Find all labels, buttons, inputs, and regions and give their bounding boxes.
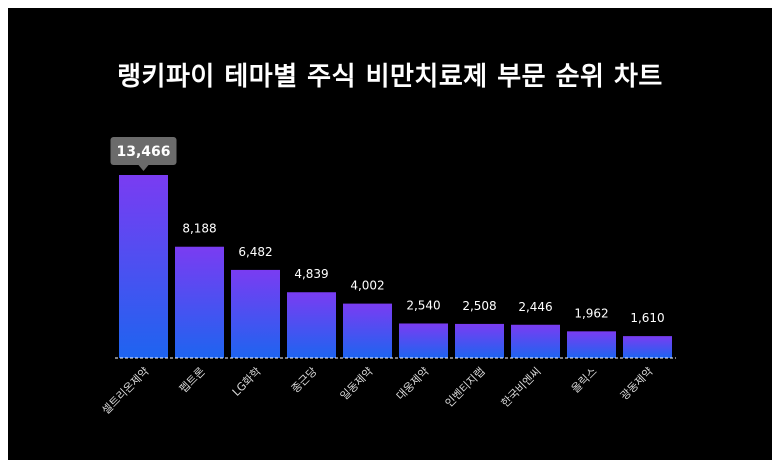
x-tick-labels: 셀트리온제약 펩트론 LG화학 종근당 일동제약 대웅제약 인벤티지랩 한국비엔씨 올릭스 광동제…	[99, 364, 656, 417]
bar-value-label: 4,002	[350, 279, 384, 293]
x-tick-label: 펩트론	[177, 365, 208, 396]
callout-pointer	[138, 165, 149, 171]
x-tick-label: 일동제약	[337, 364, 376, 403]
bar	[511, 324, 560, 358]
x-tick-label: 올릭스	[569, 365, 600, 396]
x-tick-label: 인벤티지랩	[443, 365, 488, 410]
bar-value-label: 13,466	[116, 144, 170, 160]
bar	[175, 246, 224, 358]
bar	[119, 175, 168, 358]
bars-layer	[119, 175, 672, 358]
bar	[343, 303, 392, 358]
x-tick-label: 셀트리온제약	[99, 364, 152, 417]
x-tick-label: 한국비엔씨	[499, 365, 544, 410]
bar	[455, 323, 504, 358]
bar-value-label: 8,188	[182, 222, 216, 236]
bar-value-label: 2,540	[406, 298, 440, 312]
labels-layer: 13,466 8,188 6,482 4,839 4,002 2,540 2,508 2,44…	[110, 137, 665, 325]
bar	[623, 336, 672, 358]
callout-box	[110, 137, 177, 165]
x-tick-label: 광동제약	[617, 364, 656, 403]
x-tick-label: 종근당	[289, 365, 320, 396]
x-tick-label: 대웅제약	[393, 364, 432, 403]
bar-value-label: 4,839	[294, 267, 328, 281]
value-callout: 13,466	[110, 137, 177, 171]
bar-value-label: 2,446	[518, 300, 552, 314]
bar	[231, 269, 280, 358]
bar-chart: 13,466 8,188 6,482 4,839 4,002 2,540 2,508 2,44…	[99, 137, 676, 417]
bar-value-label: 6,482	[238, 245, 272, 259]
bar-value-label: 1,962	[574, 306, 608, 320]
bar	[567, 331, 616, 358]
bar	[399, 323, 448, 358]
chart-title: 랭키파이 테마별 주식 비만치료제 부문 순위 차트	[117, 62, 663, 92]
bar-value-label: 2,508	[462, 299, 496, 313]
bar	[287, 292, 336, 358]
x-tick-label: LG화학	[230, 365, 264, 399]
bar-value-label: 1,610	[630, 311, 664, 325]
chart-panel: 랭키파이 테마별 주식 비만치료제 부문 순위 차트 13,466 8,188 6,…	[8, 8, 772, 460]
